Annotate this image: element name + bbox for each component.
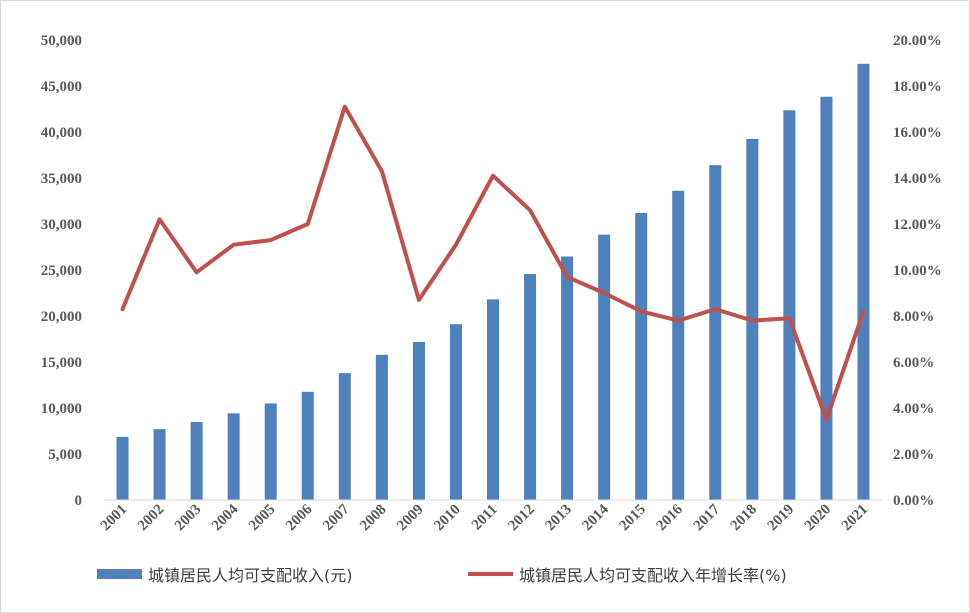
bar-2020 xyxy=(820,96,833,500)
line-point-2019 xyxy=(787,316,791,320)
x-tick-label: 2009 xyxy=(394,502,427,535)
bar-2008 xyxy=(375,354,388,500)
legend-bar-label: 城镇居民人均可支配收入(元) xyxy=(148,566,353,585)
line-point-2020 xyxy=(824,418,828,421)
line-point-2014 xyxy=(602,291,606,295)
bar-2002 xyxy=(153,429,166,500)
bar-2014 xyxy=(598,234,611,500)
y-right-tick-label: 4.00% xyxy=(893,401,934,417)
bar-2004 xyxy=(227,413,240,500)
legend-bar-swatch xyxy=(97,569,142,579)
legend-line-label: 城镇居民人均可支配收入年增长率(%) xyxy=(519,566,787,585)
bar-2021 xyxy=(857,63,870,500)
y-right-tick-label: 20.00% xyxy=(893,33,942,49)
x-tick-label: 2008 xyxy=(357,502,390,535)
x-tick-label: 2019 xyxy=(765,502,798,535)
bar-2013 xyxy=(561,256,574,500)
legend: 城镇居民人均可支配收入(元) 城镇居民人均可支配收入年增长率(%) xyxy=(97,566,787,585)
bar-2003 xyxy=(190,422,203,500)
x-tick-label: 2017 xyxy=(691,501,724,534)
line-point-2002 xyxy=(158,217,162,221)
y-left-tick-label: 20,000 xyxy=(41,309,82,325)
x-tick-label: 2010 xyxy=(431,502,464,535)
line-point-2016 xyxy=(676,319,680,323)
y-left-ticks: 0 5,000 10,000 15,000 20,000 25,000 30,000 35,0… xyxy=(41,33,82,509)
line-point-2012 xyxy=(528,208,532,212)
bar-2015 xyxy=(635,213,648,501)
line-point-2004 xyxy=(232,243,236,247)
x-tick-label: 2007 xyxy=(320,501,353,534)
y-left-tick-label: 35,000 xyxy=(41,171,82,187)
x-tick-label: 2018 xyxy=(728,502,761,535)
line-point-2006 xyxy=(306,222,310,226)
line-point-2008 xyxy=(380,169,384,173)
bar-2009 xyxy=(412,341,425,500)
y-right-tick-label: 8.00% xyxy=(893,309,934,325)
x-tick-label: 2021 xyxy=(839,502,872,535)
x-tick-label: 2002 xyxy=(135,502,168,535)
x-tick-label: 2006 xyxy=(283,501,316,534)
y-left-tick-label: 5,000 xyxy=(48,447,82,463)
y-right-tick-label: 10.00% xyxy=(893,263,942,279)
line-point-2018 xyxy=(750,319,754,323)
line-point-2010 xyxy=(454,243,458,247)
x-tick-label: 2001 xyxy=(98,502,131,535)
y-right-tick-label: 16.00% xyxy=(893,125,942,141)
y-right-tick-label: 6.00% xyxy=(893,355,934,371)
bar-2006 xyxy=(301,391,314,500)
line-point-2007 xyxy=(343,105,347,109)
y-left-tick-label: 10,000 xyxy=(41,401,82,417)
x-tick-label: 2011 xyxy=(469,502,501,534)
bar-2016 xyxy=(672,190,685,501)
y-right-tick-label: 12.00% xyxy=(893,217,942,233)
bar-2017 xyxy=(709,165,722,500)
y-right-tick-label: 0.00% xyxy=(893,493,934,509)
x-tick-label: 2015 xyxy=(616,502,649,535)
line-point-2013 xyxy=(565,275,569,279)
line-point-2011 xyxy=(491,174,495,178)
bar-2005 xyxy=(264,403,277,500)
y-left-tick-label: 25,000 xyxy=(41,263,82,279)
x-tick-label: 2005 xyxy=(246,502,279,535)
x-tick-label: 2012 xyxy=(505,502,538,535)
x-tick-label: 2003 xyxy=(172,502,205,535)
line-point-2015 xyxy=(639,309,643,313)
y-right-ticks: 0.00% 2.00% 4.00% 6.00% 8.00% 10.00% 12.00% 14.… xyxy=(893,33,942,509)
x-tick-label: 2014 xyxy=(579,501,612,534)
bar-series xyxy=(116,63,870,501)
line-point-2021 xyxy=(861,309,865,313)
y-right-tick-label: 18.00% xyxy=(893,79,942,95)
y-right-tick-label: 14.00% xyxy=(893,171,942,187)
y-left-tick-label: 30,000 xyxy=(41,217,82,233)
line-point-2017 xyxy=(713,307,717,311)
y-left-tick-label: 45,000 xyxy=(41,79,82,95)
x-tick-label: 2013 xyxy=(542,502,575,535)
y-left-tick-label: 0 xyxy=(75,493,83,509)
x-tick-label: 2020 xyxy=(802,502,835,535)
line-point-2001 xyxy=(121,307,125,311)
bar-2019 xyxy=(783,110,796,500)
y-right-tick-label: 2.00% xyxy=(893,447,934,463)
line-point-2003 xyxy=(195,270,199,274)
line-point-2005 xyxy=(269,238,273,242)
x-tick-label: 2004 xyxy=(209,501,242,534)
bar-2001 xyxy=(116,436,129,500)
bar-2012 xyxy=(524,274,537,500)
y-left-tick-label: 15,000 xyxy=(41,355,82,371)
bar-2011 xyxy=(487,299,499,500)
x-ticks: 2001 2002 2003 2004 2005 2006 2007 2008 2009 2010… xyxy=(98,501,871,534)
bar-2010 xyxy=(449,324,462,500)
bar-2007 xyxy=(338,373,351,500)
y-left-tick-label: 50,000 xyxy=(41,33,82,49)
line-point-2009 xyxy=(417,298,421,302)
line-series xyxy=(120,104,866,422)
y-left-tick-label: 40,000 xyxy=(41,125,82,141)
x-tick-label: 2016 xyxy=(654,501,687,534)
